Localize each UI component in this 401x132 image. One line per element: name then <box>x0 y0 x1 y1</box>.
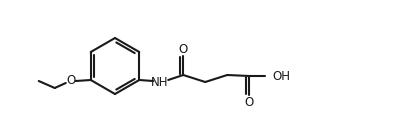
Text: NH: NH <box>150 76 168 88</box>
Text: O: O <box>178 43 187 55</box>
Text: O: O <box>244 95 253 109</box>
Text: OH: OH <box>271 70 290 82</box>
Text: O: O <box>66 74 75 88</box>
